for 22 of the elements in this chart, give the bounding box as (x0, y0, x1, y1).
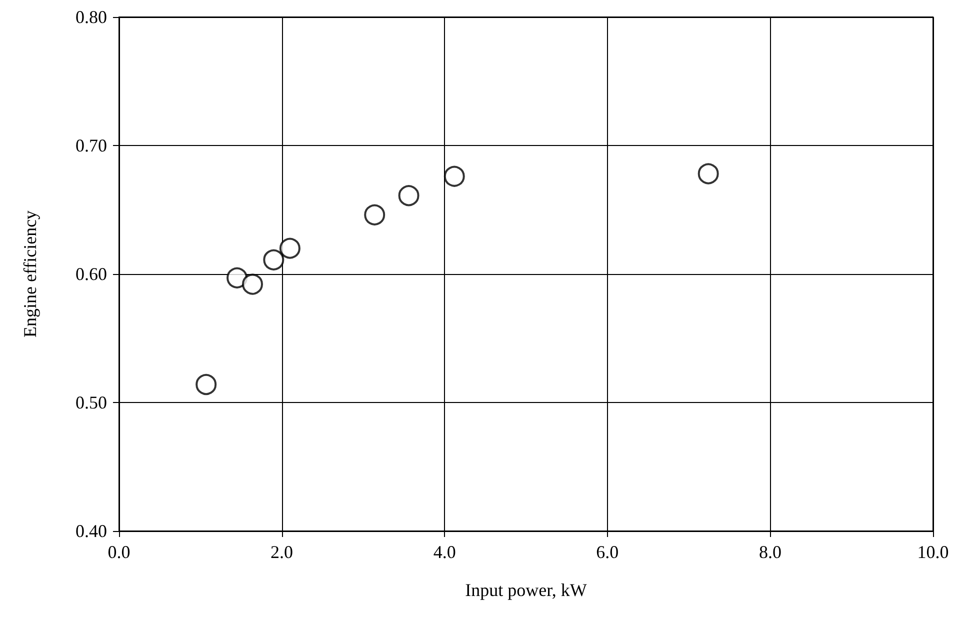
x-tick-label: 2.0 (270, 542, 294, 562)
x-axis-title: Input power, kW (465, 580, 587, 600)
y-axis-title: Engine efficiency (20, 210, 40, 338)
point (263, 249, 284, 270)
point (196, 374, 217, 396)
x-tick-label: 10.0 (917, 542, 949, 562)
y-tick-label: 0.50 (76, 392, 107, 412)
point (364, 204, 386, 226)
x-tick-label: 6.0 (596, 542, 619, 562)
y-tick-label: 0.70 (76, 136, 107, 156)
x-tick-label: 4.0 (433, 542, 456, 562)
x-tick-label: 8.0 (758, 542, 782, 562)
point (398, 185, 420, 206)
point (444, 166, 465, 187)
x-tick-label: 0.0 (108, 542, 130, 562)
point (698, 163, 719, 184)
point (279, 238, 300, 259)
y-tick-label: 0.40 (76, 521, 107, 541)
y-tick-label: 0.60 (76, 264, 107, 284)
point (242, 274, 263, 295)
y-tick-label: 0.80 (76, 7, 107, 27)
point (226, 267, 248, 288)
